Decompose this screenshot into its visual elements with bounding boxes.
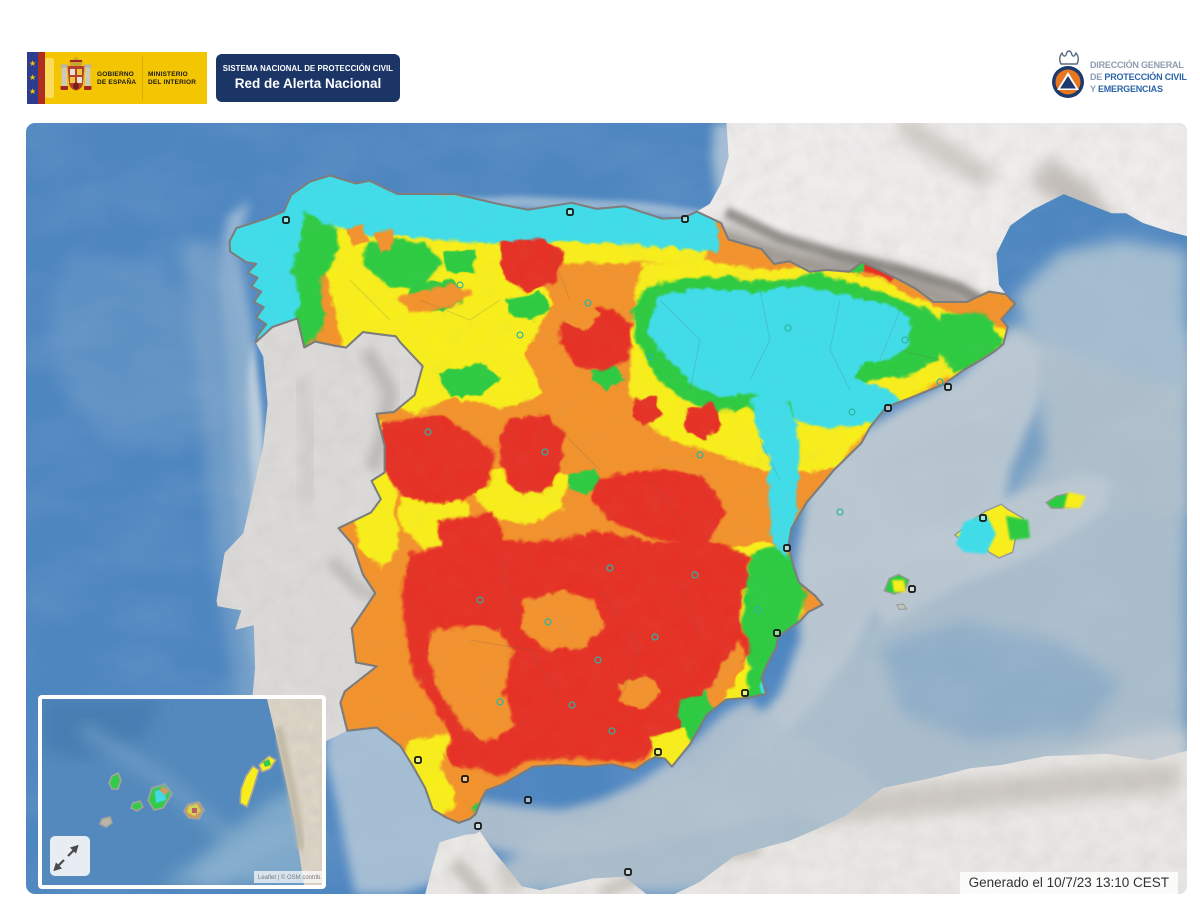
svg-text:DIRECCIÓN GENERAL: DIRECCIÓN GENERAL: [1090, 59, 1184, 70]
svg-text:Leaflet | © OSM contrib.: Leaflet | © OSM contrib.: [258, 874, 322, 881]
svg-text:Y EMERGENCIAS: Y EMERGENCIAS: [1090, 84, 1163, 94]
svg-text:DE PROTECCIÓN CIVIL: DE PROTECCIÓN CIVIL: [1090, 71, 1187, 82]
